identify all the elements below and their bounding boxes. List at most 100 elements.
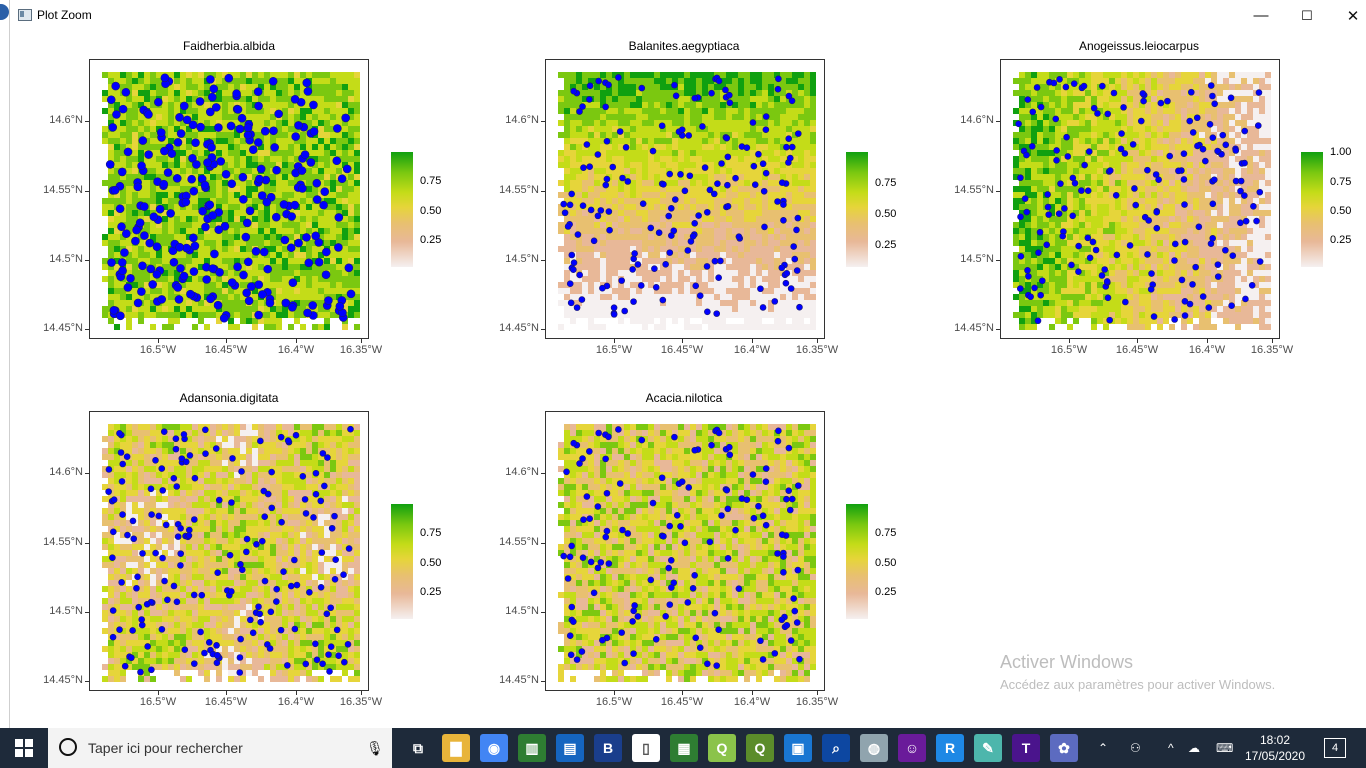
raster-cell xyxy=(792,198,798,204)
raster-cell xyxy=(240,306,246,312)
raster-cell xyxy=(324,198,330,204)
legend-tick: 0.25 xyxy=(875,239,897,251)
raster-cell xyxy=(1163,102,1169,108)
raster-cell xyxy=(216,240,222,246)
raster-cell xyxy=(294,282,300,288)
raster-cell xyxy=(768,138,774,144)
window-title: Plot Zoom xyxy=(37,8,92,22)
raster-cell xyxy=(1205,78,1211,84)
raster-cell xyxy=(720,300,726,306)
raster-cell xyxy=(738,114,744,120)
raster-cell xyxy=(138,228,144,234)
raster-cell xyxy=(108,300,114,306)
raster-cell xyxy=(654,324,660,330)
raster-cell xyxy=(732,228,738,234)
raster-cell xyxy=(1019,114,1025,120)
minimize-button[interactable]: — xyxy=(1253,7,1269,24)
raster-cell xyxy=(606,108,612,114)
raster-cell xyxy=(1265,114,1271,120)
raster-cell xyxy=(132,294,138,300)
raster-cell xyxy=(1073,90,1079,96)
raster-cell xyxy=(168,276,174,282)
raster-cell xyxy=(1169,102,1175,108)
raster-cell xyxy=(1229,144,1235,150)
raster-cell xyxy=(612,120,618,126)
raster-cell xyxy=(1241,96,1247,102)
raster-cell xyxy=(1229,138,1235,144)
raster-cell xyxy=(774,294,780,300)
raster-cell xyxy=(756,138,762,144)
raster-cell xyxy=(288,174,294,180)
raster-cell xyxy=(1055,174,1061,180)
raster-cell xyxy=(588,270,594,276)
raster-cell xyxy=(564,162,570,168)
raster-cell xyxy=(726,96,732,102)
raster-cell xyxy=(696,222,702,228)
raster-cell xyxy=(666,180,672,186)
raster-cell xyxy=(114,150,120,156)
raster-cell xyxy=(618,132,624,138)
close-button[interactable]: ✕ xyxy=(1346,7,1360,25)
raster-cell xyxy=(1091,156,1097,162)
raster-cell xyxy=(228,156,234,162)
raster-cell xyxy=(786,222,792,228)
raster-cell xyxy=(1133,162,1139,168)
occurrence-point xyxy=(726,99,734,107)
raster-cell xyxy=(1217,72,1223,78)
raster-cell xyxy=(132,288,138,294)
raster-cell xyxy=(762,216,768,222)
raster-cell xyxy=(348,282,354,288)
raster-cell xyxy=(252,204,258,210)
raster-cell xyxy=(1265,180,1271,186)
occurrence-point xyxy=(774,85,782,93)
raster-cell xyxy=(1199,114,1205,120)
raster-cell xyxy=(354,276,360,282)
raster-cell xyxy=(1181,120,1187,126)
raster-cell xyxy=(1217,84,1223,90)
occurrence-point xyxy=(239,270,248,280)
raster-cell xyxy=(810,282,816,288)
raster-cell xyxy=(1037,186,1043,192)
raster-cell xyxy=(144,300,150,306)
raster-cell xyxy=(114,138,120,144)
raster-cell xyxy=(780,156,786,162)
raster-cell xyxy=(1097,72,1103,78)
raster-cell xyxy=(354,162,360,168)
raster-cell xyxy=(708,216,714,222)
raster-cell xyxy=(204,312,210,318)
raster-cell xyxy=(102,72,108,78)
raster-cell xyxy=(1043,156,1049,162)
raster-cell xyxy=(1115,180,1121,186)
raster-cell xyxy=(348,222,354,228)
occurrence-point xyxy=(287,212,296,221)
raster-cell xyxy=(1019,132,1025,138)
raster-cell xyxy=(192,312,198,318)
raster-cell xyxy=(126,72,132,78)
raster-cell xyxy=(612,228,618,234)
maximize-button[interactable]: ☐ xyxy=(1301,7,1313,23)
raster-cell xyxy=(1145,192,1151,198)
raster-cell xyxy=(330,180,336,186)
raster-cell xyxy=(144,180,150,186)
raster-cell xyxy=(342,78,348,84)
raster-cell xyxy=(1061,144,1067,150)
raster-cell xyxy=(132,216,138,222)
raster-cell xyxy=(774,102,780,108)
raster-cell xyxy=(684,84,690,90)
raster-cell xyxy=(1265,156,1271,162)
raster-cell xyxy=(354,102,360,108)
raster-cell xyxy=(1175,162,1181,168)
raster-cell xyxy=(306,168,312,174)
raster-cell xyxy=(240,318,246,324)
raster-cell xyxy=(300,132,306,138)
raster-cell xyxy=(624,150,630,156)
raster-cell xyxy=(678,120,684,126)
raster-cell xyxy=(1265,120,1271,126)
raster-cell xyxy=(1223,120,1229,126)
raster-cell xyxy=(768,258,774,264)
occurrence-point xyxy=(182,115,192,125)
raster-cell xyxy=(804,132,810,138)
raster-cell xyxy=(246,192,252,198)
raster-cell xyxy=(726,294,732,300)
raster-cell xyxy=(1253,120,1259,126)
